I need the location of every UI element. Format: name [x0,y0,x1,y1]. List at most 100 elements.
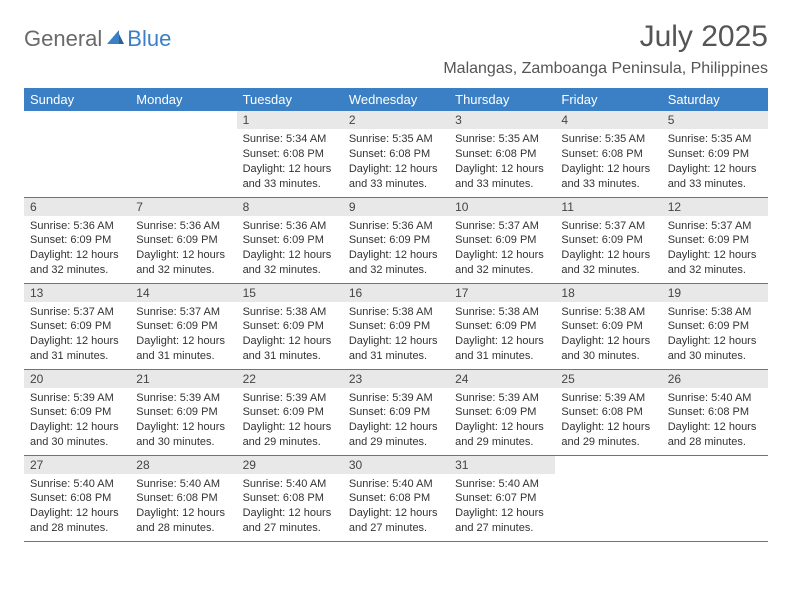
day-details: Sunrise: 5:39 AMSunset: 6:08 PMDaylight:… [555,388,661,454]
calendar-day-cell [130,111,236,197]
sunset-text: Sunset: 6:08 PM [349,491,443,506]
day-number: 27 [24,456,130,474]
daylight-text: Daylight: 12 hours and 27 minutes. [243,506,337,536]
calendar-day-cell: 19Sunrise: 5:38 AMSunset: 6:09 PMDayligh… [662,283,768,369]
sunrise-text: Sunrise: 5:35 AM [455,132,549,147]
sunrise-text: Sunrise: 5:36 AM [243,219,337,234]
day-number: 15 [237,284,343,302]
day-details: Sunrise: 5:38 AMSunset: 6:09 PMDaylight:… [449,302,555,368]
daylight-text: Daylight: 12 hours and 33 minutes. [349,162,443,192]
daylight-text: Daylight: 12 hours and 29 minutes. [455,420,549,450]
day-number: 5 [662,111,768,129]
daylight-text: Daylight: 12 hours and 32 minutes. [243,248,337,278]
sunrise-text: Sunrise: 5:37 AM [561,219,655,234]
daylight-text: Daylight: 12 hours and 27 minutes. [455,506,549,536]
calendar-page: General Blue July 2025 Malangas, Zamboan… [0,0,792,562]
calendar-day-cell: 25Sunrise: 5:39 AMSunset: 6:08 PMDayligh… [555,369,661,455]
sunrise-text: Sunrise: 5:35 AM [561,132,655,147]
calendar-day-cell: 21Sunrise: 5:39 AMSunset: 6:09 PMDayligh… [130,369,236,455]
daylight-text: Daylight: 12 hours and 28 minutes. [30,506,124,536]
weekday-header: Thursday [449,88,555,111]
daylight-text: Daylight: 12 hours and 30 minutes. [561,334,655,364]
day-details: Sunrise: 5:38 AMSunset: 6:09 PMDaylight:… [555,302,661,368]
daylight-text: Daylight: 12 hours and 29 minutes. [349,420,443,450]
day-number: 12 [662,198,768,216]
day-number: 16 [343,284,449,302]
day-details: Sunrise: 5:40 AMSunset: 6:08 PMDaylight:… [130,474,236,540]
daylight-text: Daylight: 12 hours and 31 minutes. [136,334,230,364]
sunset-text: Sunset: 6:09 PM [668,147,762,162]
day-number: 22 [237,370,343,388]
sunset-text: Sunset: 6:09 PM [561,319,655,334]
sunset-text: Sunset: 6:09 PM [30,319,124,334]
sunset-text: Sunset: 6:08 PM [455,147,549,162]
day-details: Sunrise: 5:38 AMSunset: 6:09 PMDaylight:… [343,302,449,368]
sunset-text: Sunset: 6:09 PM [243,405,337,420]
calendar-day-cell: 8 Sunrise: 5:36 AMSunset: 6:09 PMDaylight… [237,197,343,283]
sunset-text: Sunset: 6:09 PM [349,319,443,334]
sunrise-text: Sunrise: 5:38 AM [349,305,443,320]
calendar-day-cell: 17Sunrise: 5:38 AMSunset: 6:09 PMDayligh… [449,283,555,369]
daylight-text: Daylight: 12 hours and 33 minutes. [455,162,549,192]
calendar-day-cell: 15Sunrise: 5:38 AMSunset: 6:09 PMDayligh… [237,283,343,369]
sunset-text: Sunset: 6:09 PM [243,233,337,248]
calendar-week-row: 6Sunrise: 5:36 AMSunset: 6:09 PMDaylight… [24,197,768,283]
calendar-day-cell: 27Sunrise: 5:40 AMSunset: 6:08 PMDayligh… [24,455,130,541]
sunrise-text: Sunrise: 5:37 AM [30,305,124,320]
day-number: 20 [24,370,130,388]
sunrise-text: Sunrise: 5:40 AM [668,391,762,406]
sunset-text: Sunset: 6:09 PM [668,233,762,248]
sunset-text: Sunset: 6:09 PM [455,233,549,248]
calendar-day-cell: 29Sunrise: 5:40 AMSunset: 6:08 PMDayligh… [237,455,343,541]
daylight-text: Daylight: 12 hours and 30 minutes. [136,420,230,450]
daylight-text: Daylight: 12 hours and 32 minutes. [136,248,230,278]
page-header: General Blue July 2025 Malangas, Zamboan… [24,20,768,78]
sunset-text: Sunset: 6:09 PM [136,319,230,334]
sunrise-text: Sunrise: 5:38 AM [561,305,655,320]
day-details: Sunrise: 5:40 AMSunset: 6:08 PMDaylight:… [343,474,449,540]
sunset-text: Sunset: 6:08 PM [30,491,124,506]
calendar-day-cell: 14Sunrise: 5:37 AMSunset: 6:09 PMDayligh… [130,283,236,369]
day-details: Sunrise: 5:40 AMSunset: 6:07 PMDaylight:… [449,474,555,540]
daylight-text: Daylight: 12 hours and 31 minutes. [455,334,549,364]
sunrise-text: Sunrise: 5:39 AM [243,391,337,406]
calendar-day-cell: 9Sunrise: 5:36 AMSunset: 6:09 PMDaylight… [343,197,449,283]
sunset-text: Sunset: 6:09 PM [668,319,762,334]
day-number: 29 [237,456,343,474]
calendar-day-cell: 11Sunrise: 5:37 AMSunset: 6:09 PMDayligh… [555,197,661,283]
weekday-header-row: Sunday Monday Tuesday Wednesday Thursday… [24,88,768,111]
sunset-text: Sunset: 6:08 PM [668,405,762,420]
day-details: Sunrise: 5:36 AMSunset: 6:09 PMDaylight:… [24,216,130,282]
day-number: 9 [343,198,449,216]
day-details: Sunrise: 5:37 AMSunset: 6:09 PMDaylight:… [555,216,661,282]
weekday-header: Tuesday [237,88,343,111]
calendar-day-cell: 22Sunrise: 5:39 AMSunset: 6:09 PMDayligh… [237,369,343,455]
calendar-day-cell: 23Sunrise: 5:39 AMSunset: 6:09 PMDayligh… [343,369,449,455]
daylight-text: Daylight: 12 hours and 33 minutes. [243,162,337,192]
day-details: Sunrise: 5:37 AMSunset: 6:09 PMDaylight:… [662,216,768,282]
day-number: 8 [237,198,343,216]
calendar-day-cell: 26Sunrise: 5:40 AMSunset: 6:08 PMDayligh… [662,369,768,455]
sunset-text: Sunset: 6:09 PM [30,405,124,420]
sunset-text: Sunset: 6:09 PM [455,319,549,334]
sunset-text: Sunset: 6:09 PM [561,233,655,248]
day-number: 11 [555,198,661,216]
weekday-header: Friday [555,88,661,111]
day-number: 18 [555,284,661,302]
daylight-text: Daylight: 12 hours and 30 minutes. [668,334,762,364]
sunset-text: Sunset: 6:09 PM [243,319,337,334]
daylight-text: Daylight: 12 hours and 28 minutes. [136,506,230,536]
calendar-day-cell [662,455,768,541]
calendar-day-cell: 13Sunrise: 5:37 AMSunset: 6:09 PMDayligh… [24,283,130,369]
sunrise-text: Sunrise: 5:40 AM [243,477,337,492]
day-details: Sunrise: 5:35 AMSunset: 6:08 PMDaylight:… [449,129,555,195]
sunset-text: Sunset: 6:09 PM [136,405,230,420]
sunrise-text: Sunrise: 5:35 AM [668,132,762,147]
daylight-text: Daylight: 12 hours and 32 minutes. [668,248,762,278]
weekday-header: Wednesday [343,88,449,111]
sunrise-text: Sunrise: 5:40 AM [349,477,443,492]
sunset-text: Sunset: 6:09 PM [349,405,443,420]
title-block: July 2025 Malangas, Zamboanga Peninsula,… [443,20,768,78]
sunset-text: Sunset: 6:08 PM [349,147,443,162]
calendar-day-cell: 16Sunrise: 5:38 AMSunset: 6:09 PMDayligh… [343,283,449,369]
